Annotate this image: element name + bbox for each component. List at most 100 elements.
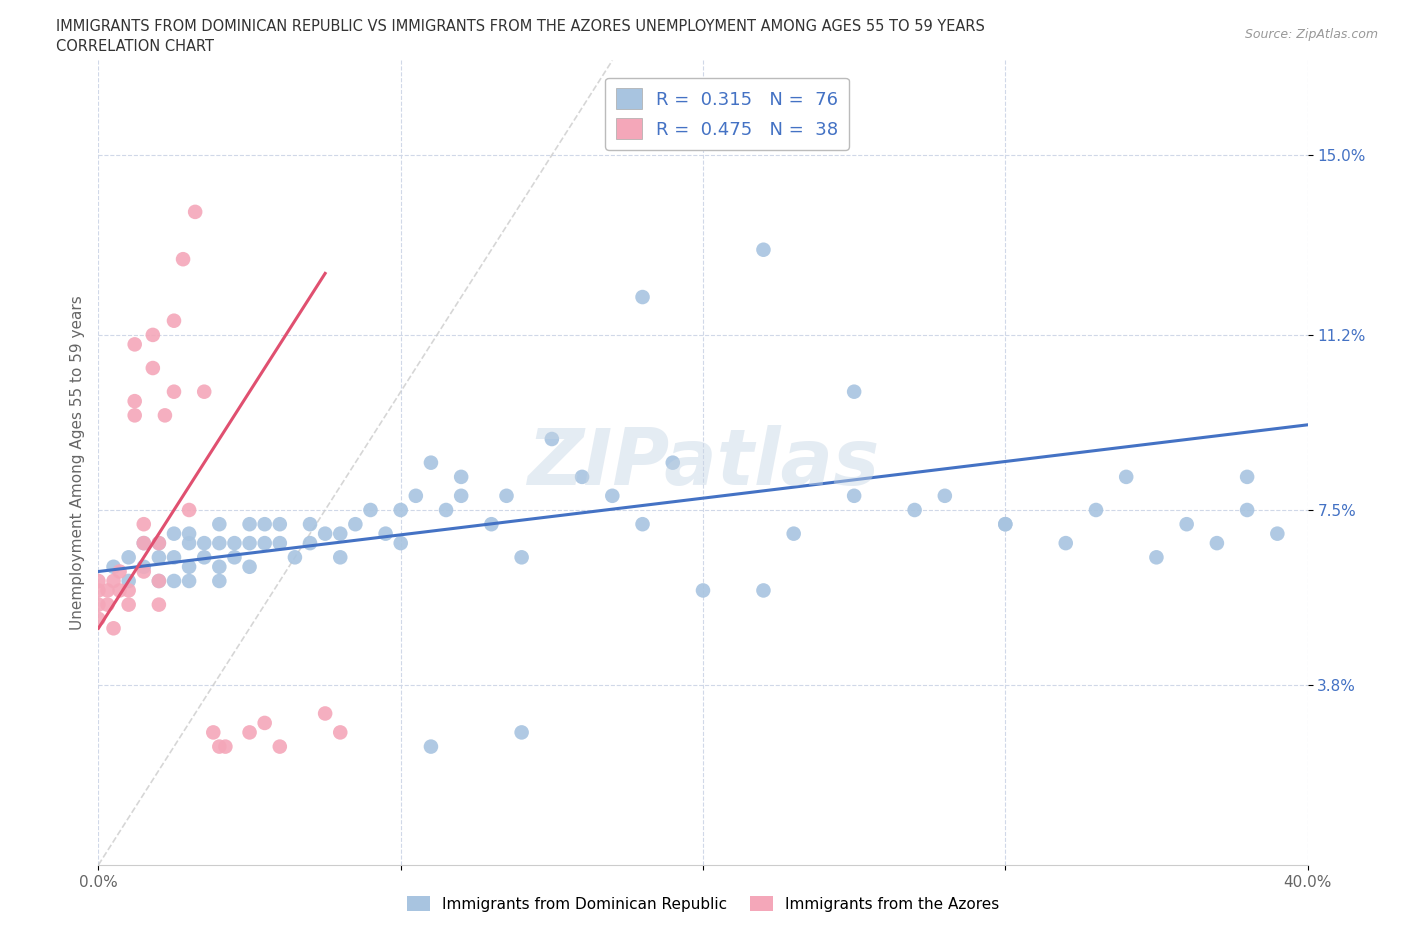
Point xyxy=(329,526,352,541)
Point xyxy=(124,337,146,352)
Point xyxy=(87,611,110,626)
Point xyxy=(374,526,396,541)
Point xyxy=(314,706,336,721)
Point xyxy=(148,574,170,589)
Point xyxy=(269,739,291,754)
Point xyxy=(752,583,775,598)
Point xyxy=(904,502,927,517)
Point xyxy=(118,574,141,589)
Y-axis label: Unemployment Among Ages 55 to 59 years: Unemployment Among Ages 55 to 59 years xyxy=(69,296,84,630)
Legend: R =  0.315   N =  76, R =  0.475   N =  38: R = 0.315 N = 76, R = 0.475 N = 38 xyxy=(606,77,849,150)
Point xyxy=(87,583,110,598)
Point xyxy=(1085,502,1108,517)
Point xyxy=(1115,470,1137,485)
Point xyxy=(253,536,276,551)
Point xyxy=(208,574,231,589)
Point xyxy=(269,517,291,532)
Point xyxy=(360,502,382,517)
Point xyxy=(239,536,262,551)
Point xyxy=(239,517,262,532)
Point xyxy=(148,574,170,589)
Point xyxy=(692,583,714,598)
Point xyxy=(405,488,427,503)
Point xyxy=(314,526,336,541)
Point xyxy=(1236,470,1258,485)
Text: Source: ZipAtlas.com: Source: ZipAtlas.com xyxy=(1244,28,1378,41)
Point xyxy=(239,559,262,574)
Point xyxy=(510,725,533,740)
Point xyxy=(118,597,141,612)
Point xyxy=(118,550,141,565)
Text: CORRELATION CHART: CORRELATION CHART xyxy=(56,39,214,54)
Point xyxy=(540,432,562,446)
Point xyxy=(163,384,186,399)
Point xyxy=(420,455,443,470)
Point xyxy=(193,550,215,565)
Point xyxy=(631,289,654,304)
Point xyxy=(224,536,246,551)
Point xyxy=(450,470,472,485)
Point xyxy=(269,536,291,551)
Point xyxy=(1236,502,1258,517)
Point xyxy=(329,725,352,740)
Point xyxy=(87,574,110,589)
Point xyxy=(510,550,533,565)
Point xyxy=(179,536,201,551)
Point xyxy=(148,536,170,551)
Point xyxy=(118,583,141,598)
Point xyxy=(87,597,110,612)
Point xyxy=(193,384,215,399)
Point xyxy=(103,621,125,636)
Point xyxy=(994,517,1017,532)
Point xyxy=(124,408,146,423)
Point xyxy=(344,517,367,532)
Text: IMMIGRANTS FROM DOMINICAN REPUBLIC VS IMMIGRANTS FROM THE AZORES UNEMPLOYMENT AM: IMMIGRANTS FROM DOMINICAN REPUBLIC VS IM… xyxy=(56,19,986,33)
Point xyxy=(148,597,170,612)
Point xyxy=(132,565,155,579)
Point xyxy=(132,517,155,532)
Point xyxy=(602,488,624,503)
Point xyxy=(163,526,186,541)
Point xyxy=(142,327,165,342)
Point xyxy=(214,739,236,754)
Point xyxy=(142,361,165,376)
Point xyxy=(153,408,176,423)
Point xyxy=(208,536,231,551)
Point xyxy=(193,536,215,551)
Point xyxy=(994,517,1017,532)
Point xyxy=(571,470,593,485)
Point xyxy=(434,502,457,517)
Point xyxy=(329,550,352,565)
Point xyxy=(844,384,866,399)
Point xyxy=(103,574,125,589)
Point xyxy=(132,536,155,551)
Point xyxy=(163,574,186,589)
Point xyxy=(389,502,412,517)
Point xyxy=(179,559,201,574)
Point xyxy=(1144,550,1167,565)
Point xyxy=(163,313,186,328)
Text: ZIPatlas: ZIPatlas xyxy=(527,425,879,500)
Point xyxy=(253,715,276,730)
Point xyxy=(179,574,201,589)
Point xyxy=(934,488,956,503)
Point xyxy=(1054,536,1077,551)
Point xyxy=(96,583,118,598)
Point xyxy=(239,725,262,740)
Point xyxy=(495,488,517,503)
Point xyxy=(172,252,194,267)
Point xyxy=(179,526,201,541)
Point xyxy=(124,393,146,408)
Point xyxy=(389,536,412,551)
Point xyxy=(208,739,231,754)
Point xyxy=(132,536,155,551)
Point xyxy=(299,517,322,532)
Point xyxy=(450,488,472,503)
Point xyxy=(1206,536,1229,551)
Point xyxy=(208,559,231,574)
Point xyxy=(202,725,225,740)
Point xyxy=(163,550,186,565)
Point xyxy=(179,502,201,517)
Point xyxy=(299,536,322,551)
Point xyxy=(284,550,307,565)
